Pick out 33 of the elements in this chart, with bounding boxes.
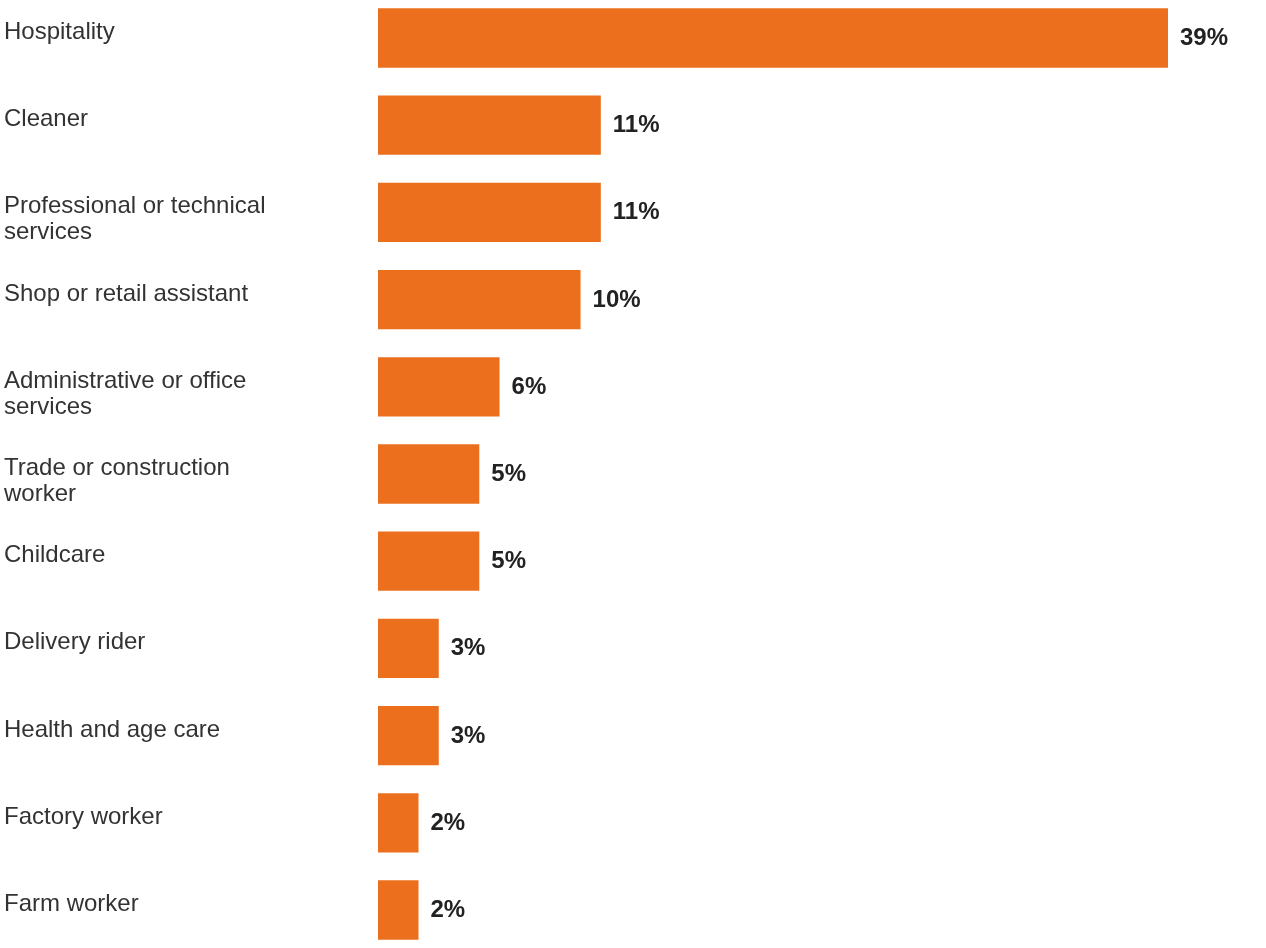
y-tick-label: Trade or construction worker [3, 453, 230, 506]
bar [378, 444, 480, 504]
data-label: 3% [450, 633, 486, 661]
y-tick-label: Health and age care [4, 714, 221, 742]
bar [378, 618, 439, 679]
y-tick-label: Cleaner [4, 104, 89, 132]
y-tick-label: Professional or technical services [4, 191, 266, 245]
y-tick-label: Factory worker [4, 801, 163, 829]
data-label: 5% [491, 546, 526, 574]
bar [378, 182, 601, 243]
y-tick-label: Childcare [4, 540, 106, 568]
bar [378, 880, 419, 940]
y-tick-label: Administrative or office services [4, 365, 247, 419]
y-tick-label: Hospitality [4, 17, 115, 45]
bar [378, 95, 601, 155]
data-label: 10% [592, 284, 641, 312]
bar [378, 705, 439, 766]
data-label: 11% [612, 110, 660, 138]
bar [378, 357, 500, 417]
y-tick-label: Shop or retail assistant [4, 278, 249, 306]
bar [378, 531, 480, 591]
data-label: 3% [450, 720, 486, 748]
data-label: 5% [491, 459, 526, 486]
data-label: 11% [612, 197, 660, 225]
data-label: 2% [430, 807, 466, 835]
bar [378, 269, 581, 330]
data-label: 39% [1180, 23, 1229, 51]
bar [378, 793, 419, 853]
data-label: 6% [511, 371, 547, 399]
data-label: 2% [430, 894, 466, 922]
y-tick-label: Farm worker [4, 888, 139, 916]
y-tick-label: Delivery rider [4, 627, 146, 655]
bar [378, 8, 1168, 68]
